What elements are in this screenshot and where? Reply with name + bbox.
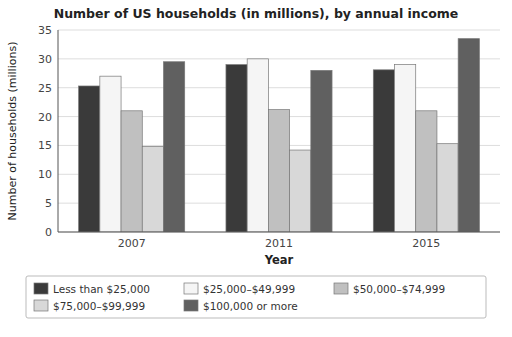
y-tick-label: 35 — [38, 24, 52, 37]
legend-label: $50,000–$74,999 — [353, 283, 445, 295]
bar — [437, 144, 458, 232]
bar — [163, 62, 184, 232]
legend-swatch — [34, 283, 48, 294]
y-axis-label: Number of households (millions) — [6, 42, 19, 221]
legend-swatch — [334, 283, 348, 294]
y-tick-label: 0 — [45, 226, 52, 239]
legend-label: $75,000–$99,999 — [53, 300, 145, 312]
x-axis-label: Year — [264, 253, 294, 267]
legend-swatch — [184, 283, 198, 294]
bar — [290, 150, 311, 232]
x-axis-line — [58, 232, 500, 233]
bar — [416, 111, 437, 232]
chart-container: Number of US households (in millions), b… — [0, 0, 512, 337]
x-tick-label: 2015 — [412, 237, 440, 250]
chart: Number of US households (in millions), b… — [0, 0, 512, 337]
grid-line — [58, 232, 500, 233]
legend-label: $100,000 or more — [203, 300, 298, 312]
legend-frame — [26, 276, 486, 318]
bar — [268, 110, 289, 232]
y-tick-label: 5 — [45, 197, 52, 210]
bar — [395, 65, 416, 232]
bar — [100, 76, 121, 232]
y-tick-label: 20 — [38, 111, 52, 124]
bar — [142, 147, 163, 232]
title: Number of US households (in millions), b… — [54, 6, 459, 21]
legend-label: $25,000–$49,999 — [203, 283, 295, 295]
y-axis-line — [58, 30, 59, 232]
bar — [79, 86, 100, 232]
bar — [458, 39, 479, 232]
legend: Less than $25,000 $25,000–$49,999 $50,000–… — [26, 276, 486, 318]
bar — [247, 59, 268, 232]
grid-line — [58, 58, 500, 59]
legend-swatch — [34, 300, 48, 311]
grid-line — [58, 87, 500, 88]
bars — [79, 39, 480, 232]
bar — [373, 70, 394, 232]
grid — [58, 30, 500, 232]
y-tick-label: 15 — [38, 139, 52, 152]
grid-line — [58, 30, 500, 31]
x-tick-label: 2011 — [265, 237, 293, 250]
y-tick-label: 10 — [38, 168, 52, 181]
legend-swatch — [184, 300, 198, 311]
y-tick-label: 30 — [38, 53, 52, 66]
x-tick-label: 2007 — [118, 237, 146, 250]
y-tick-label: 25 — [38, 82, 52, 95]
bar — [226, 65, 247, 232]
bar — [121, 111, 142, 232]
bar — [311, 70, 332, 232]
legend-label: Less than $25,000 — [53, 283, 150, 295]
